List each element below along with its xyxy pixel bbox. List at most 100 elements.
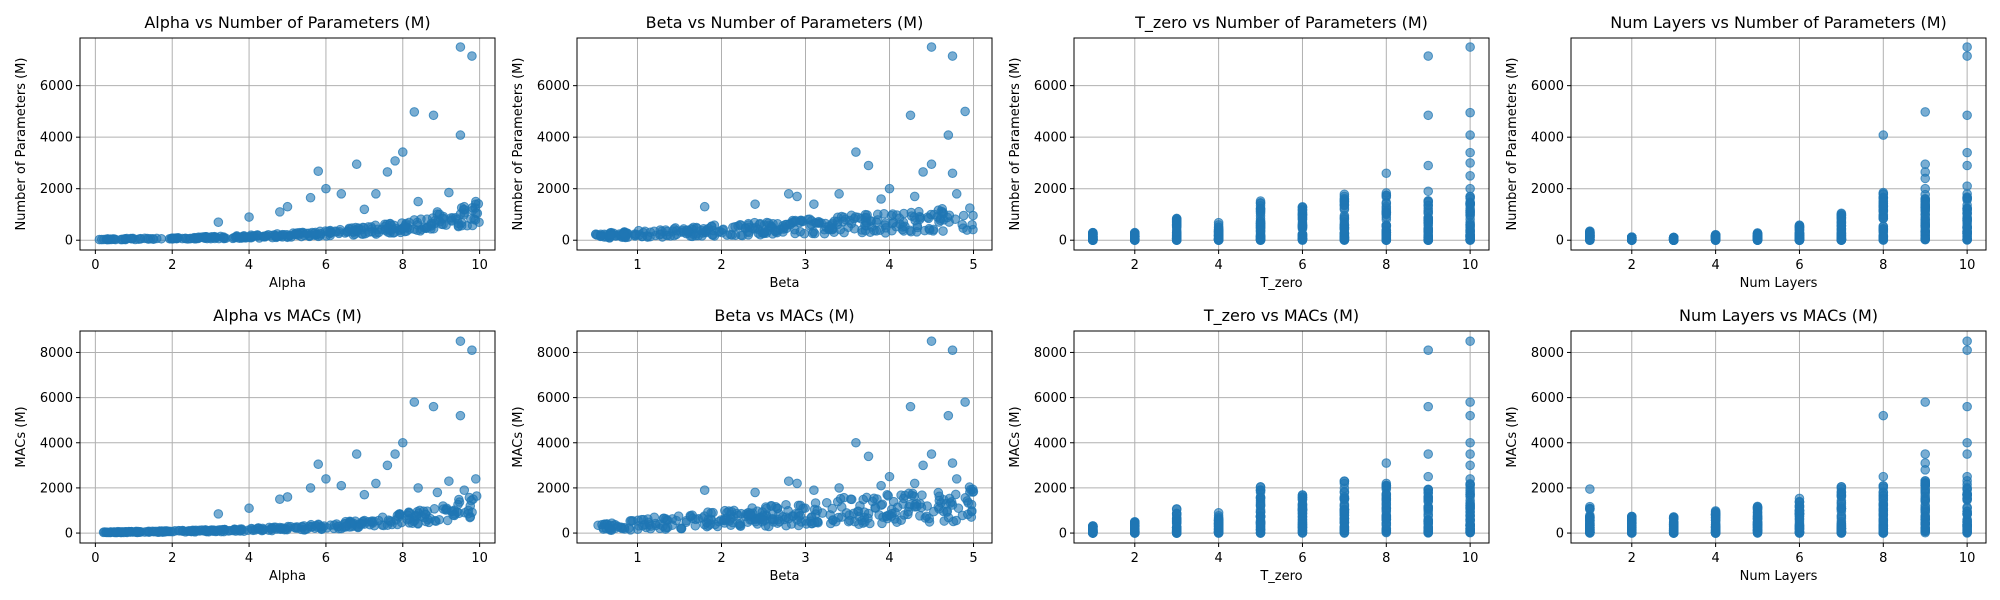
y-tick-label: 0 [65,527,73,542]
data-point [781,219,792,230]
x-tick-label: 10 [1462,551,1479,566]
data-point [876,480,886,491]
data-point [377,520,387,530]
data-point [103,527,114,538]
x-tick-label: 5 [969,551,977,566]
data-point [1962,483,1972,493]
y-axis-label: Number of Parameters (M) [14,58,29,231]
data-point [1962,437,1972,448]
x-axis-label: Num Layers [1740,276,1818,291]
x-tick-label: 8 [1879,551,1887,566]
subplot-title: Alpha vs Number of Parameters (M) [144,13,430,32]
data-point [313,459,324,470]
data-point [168,233,178,244]
subplot-5: 0 2 4 6 8 10 0 2000 4000 6000 8000 Alpha vs MACs (M… [14,306,496,584]
x-tick-label: 2 [1131,258,1139,273]
x-tick-label: 4 [1214,551,1222,566]
data-point [356,229,367,239]
data-point [1255,528,1266,538]
data-point [1381,190,1392,200]
data-point [968,487,978,497]
data-point [1878,471,1889,482]
data-point [957,219,968,230]
data-point [1794,524,1805,535]
data-point [1626,520,1637,531]
y-tick-label: 2000 [40,481,73,496]
data-point [1465,511,1475,521]
data-point [1465,42,1475,52]
data-point [186,526,197,537]
data-point [305,192,316,203]
data-point [1423,227,1434,237]
subplot-title: T_zero vs Number of Parameters (M) [1134,13,1428,33]
y-tick-label: 4000 [1034,436,1067,451]
data-point [455,130,466,140]
data-point [412,220,423,230]
data-point [1585,512,1595,523]
data-point [1920,222,1931,233]
data-point [1465,410,1475,421]
data-point [1465,107,1475,118]
data-point [1255,234,1266,245]
data-point [1710,507,1721,517]
data-point [725,229,736,240]
data-point [1465,183,1475,194]
y-tick-label: 6000 [537,391,570,406]
subplot-title: T_zero vs MACs (M) [1203,306,1359,326]
data-point [905,110,916,121]
data-point [951,474,962,484]
data-point [884,183,895,194]
data-point [1836,481,1847,492]
data-point [1297,233,1308,244]
data-point [924,225,935,235]
data-point [887,209,898,219]
data-point [432,487,443,498]
data-point [1920,173,1931,184]
x-tick-label: 10 [471,258,488,273]
data-point [1668,235,1679,245]
data-point [926,42,937,52]
data-point [794,508,804,519]
data-point [1962,336,1972,346]
data-point [850,212,861,222]
data-point [380,225,390,235]
data-point [673,511,684,521]
y-tick-label: 2000 [537,182,570,197]
data-point [612,521,623,532]
data-point [813,517,823,528]
data-point [359,204,370,215]
y-tick-label: 4000 [1034,131,1067,146]
data-point [696,225,707,236]
data-point [1962,235,1972,245]
x-tick-label: 6 [322,258,330,273]
data-point [858,494,869,505]
data-point [351,449,362,459]
data-point [1423,203,1434,214]
x-tick-label: 2 [1628,258,1636,273]
data-point [455,336,466,346]
data-point [909,191,920,202]
data-point [234,233,245,244]
data-point [397,147,408,157]
data-point [1836,208,1847,219]
data-point [371,189,381,199]
data-point [960,397,970,407]
data-point [1752,517,1763,528]
data-point [863,513,873,523]
x-tick-label: 0 [91,258,99,273]
data-point [1171,223,1182,233]
data-point [453,220,464,231]
data-point [770,226,780,236]
axes-frame [79,37,496,251]
data-point [1794,514,1805,524]
data-point [810,217,821,228]
data-point [283,523,293,533]
data-point [428,401,439,412]
x-axis-label: Beta [770,276,800,291]
data-point [1962,449,1972,459]
data-point [463,508,474,519]
data-point [967,506,977,516]
data-point [835,493,846,504]
data-point [400,220,411,230]
data-point [795,500,806,511]
